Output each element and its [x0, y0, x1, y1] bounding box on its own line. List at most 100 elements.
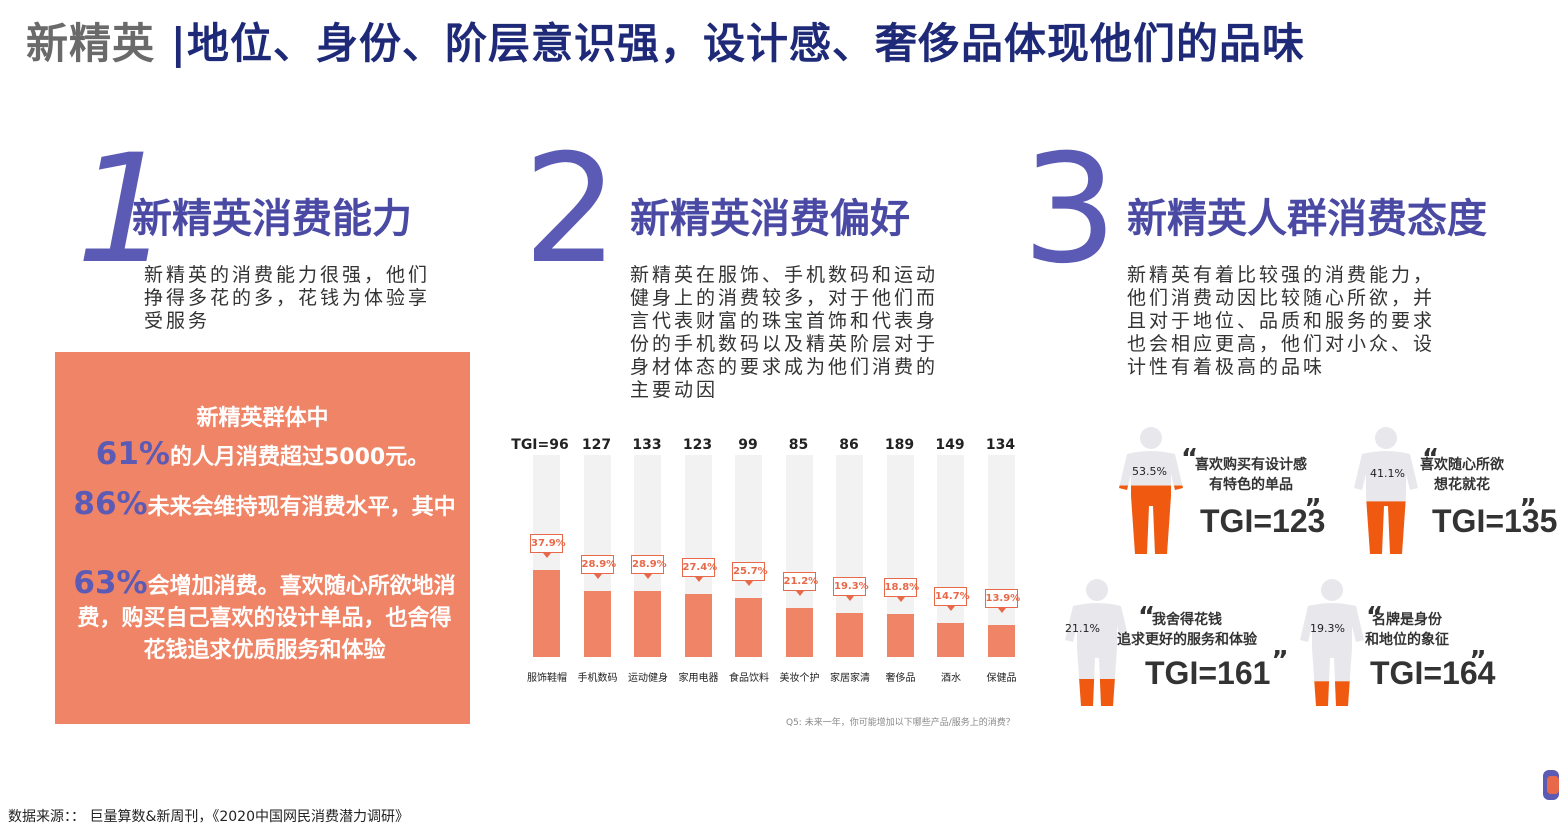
quote-open-icon: “ — [1366, 602, 1384, 632]
tgi-label: 85 — [788, 437, 809, 453]
stat-text-3: 会增加消费。喜欢随心所欲地消费，购买自己喜欢的设计单品，也舍得花钱追求优质服务和… — [77, 574, 456, 663]
stats-line-1: 61%的人月消费超过5000元。 — [55, 438, 470, 474]
section-desc-2: 新精英在服饰、手机数码和运动 健身上的消费较多，对于他们而 言代表财富的珠宝首饰… — [630, 264, 938, 402]
bar — [684, 593, 712, 657]
section-number-3: 3 — [1022, 123, 1118, 297]
section-heading-1: 新精英消费能力 — [132, 196, 412, 242]
desc-line: 新精英有着比较强的消费能力， — [1127, 264, 1436, 286]
desc-line: 计性有着极高的品味 — [1127, 356, 1326, 378]
data-label: 18.8% — [883, 577, 919, 602]
quote-line: 喜欢随心所欲 — [1420, 457, 1504, 473]
tgi-label: TGI=96 — [511, 437, 569, 453]
section-desc-3: 新精英有着比较强的消费能力， 他们消费动因比较随心所欲，并 且对于地位、品质和服… — [1127, 264, 1435, 379]
quote-line: 喜欢购买有设计感 — [1195, 457, 1307, 473]
data-label: 37.9% — [530, 533, 566, 558]
attitude-quote: 名牌是身份和地位的象征 — [1365, 610, 1449, 650]
stat-text-1: 的人月消费超过5000元。 — [169, 445, 430, 470]
person-icon — [1354, 427, 1418, 554]
tgi-label: 99 — [738, 437, 758, 453]
stat-pct-63: 63% — [73, 565, 148, 601]
stat-pct-61: 61% — [95, 436, 170, 472]
data-source: 数据来源：： 巨量算数&新周刊，《2020中国网民消费潜力调研》 — [8, 809, 409, 825]
quote-close-icon: „ — [1305, 480, 1323, 510]
desc-line: 他们消费动因比较随心所欲，并 — [1127, 287, 1436, 309]
quote-close-icon: „ — [1470, 632, 1488, 662]
attitude-tgi: TGI=161 — [1145, 655, 1271, 691]
quote-line: 名牌是身份 — [1372, 612, 1442, 628]
title-main: |地位、身份、阶层意识强，设计感、奢侈品体现他们的品味 — [170, 19, 1305, 68]
desc-line: 也会相应更高，他们对小众、设 — [1127, 333, 1436, 355]
bar — [886, 613, 914, 657]
tgi-label: 133 — [632, 437, 662, 453]
quote-line: 想花就花 — [1434, 477, 1490, 493]
bar — [987, 625, 1015, 657]
tgi-label: 86 — [839, 437, 859, 453]
stat-pct-86: 86% — [73, 486, 148, 522]
attitude-pct: 41.1% — [1370, 467, 1405, 480]
category-label: 家居家清 — [830, 673, 870, 684]
attitude-pct: 21.1% — [1065, 622, 1100, 635]
category-label: 食品饮料 — [729, 673, 769, 684]
section-heading-2: 新精英消费偏好 — [630, 196, 910, 242]
page-title: 新精英 |地位、身份、阶层意识强，设计感、奢侈品体现他们的品味 — [26, 10, 1305, 71]
chart-note: Q5: 未来一年，你可能增加以下哪些产品/服务上的消费？ — [786, 718, 1015, 728]
category-label: 运动健身 — [628, 673, 668, 684]
section-desc-1: 新精英的消费能力很强，他们 挣得多花的多，花钱为体验享 受服务 — [144, 264, 430, 333]
tgi-label: 134 — [985, 437, 1016, 453]
person-icon — [1300, 579, 1364, 706]
data-label: 28.9% — [580, 554, 616, 579]
brand-logo-icon — [1543, 770, 1559, 800]
quote-line: 和地位的象征 — [1365, 632, 1449, 648]
category-label: 保健品 — [986, 673, 1017, 684]
bar — [836, 612, 863, 657]
tgi-label: 127 — [581, 437, 612, 453]
tgi-label: 123 — [682, 437, 713, 453]
stat-text-2: 未来会维持现有消费水平，其中 — [147, 495, 456, 520]
quote-open-icon: “ — [1422, 444, 1440, 474]
quote-line: 我舍得花钱 — [1152, 612, 1222, 628]
section-number-1: 1 — [76, 123, 172, 297]
title-prefix: 新精英 — [26, 19, 156, 68]
data-label: 28.9% — [631, 554, 667, 579]
attitude-tgi: TGI=123 — [1200, 503, 1326, 539]
desc-line: 健身上的消费较多，对于他们而 — [630, 287, 939, 309]
desc-line: 言代表财富的珠宝首饰和代表身 — [630, 310, 939, 332]
attitude-tgi: TGI=135 — [1432, 503, 1558, 539]
desc-line: 新精英在服饰、手机数码和运动 — [630, 264, 939, 286]
bar — [937, 623, 964, 657]
stats-box: 新精英群体中 61%的人月消费超过5000元。 86%未来会维持现有消费水平，其… — [55, 352, 470, 724]
data-label: 19.3% — [833, 576, 869, 601]
tgi-label: 189 — [884, 437, 915, 453]
bar-track — [987, 455, 1015, 657]
attitude-quote: 我舍得花钱追求更好的服务和体验 — [1117, 610, 1257, 650]
quote-close-icon: „ — [1520, 480, 1538, 510]
desc-line: 份的手机数码以及精英阶层对于 — [630, 333, 939, 355]
category-label: 服饰鞋帽 — [527, 673, 567, 684]
desc-line: 身材体态的要求成为他们消费的 — [630, 356, 939, 378]
desc-line: 受服务 — [144, 310, 211, 332]
category-label: 美妆个护 — [779, 673, 820, 684]
bar — [785, 608, 813, 657]
desc-line: 新精英的消费能力很强，他们 — [144, 264, 431, 286]
quote-close-icon: „ — [1272, 632, 1290, 662]
attitude-pct: 53.5% — [1132, 465, 1167, 478]
stats-line-2: 86%未来会维持现有消费水平，其中 — [67, 488, 462, 524]
desc-line: 且对于地位、品质和服务的要求 — [1127, 310, 1436, 332]
data-label: 25.7% — [732, 561, 768, 586]
attitude-pct: 19.3% — [1310, 622, 1345, 635]
section-number-2: 2 — [523, 123, 619, 297]
data-label: 21.2% — [782, 572, 818, 597]
bar — [735, 597, 762, 657]
attitude-quote: 喜欢随心所欲 想花就花 — [1420, 455, 1504, 495]
desc-line: 挣得多花的多，花钱为体验享 — [144, 287, 431, 309]
tgi-label: 149 — [935, 437, 965, 453]
category-label: 奢侈品 — [885, 673, 916, 684]
bar — [634, 590, 661, 657]
person-icon — [1065, 579, 1129, 706]
data-label: 27.4% — [681, 557, 717, 582]
stats-box-heading: 新精英群体中 — [196, 406, 329, 431]
category-label: 手机数码 — [577, 673, 618, 684]
quote-open-icon: “ — [1181, 444, 1199, 474]
data-label: 13.9% — [984, 589, 1020, 614]
quote-line: 追求更好的服务和体验 — [1117, 632, 1257, 648]
